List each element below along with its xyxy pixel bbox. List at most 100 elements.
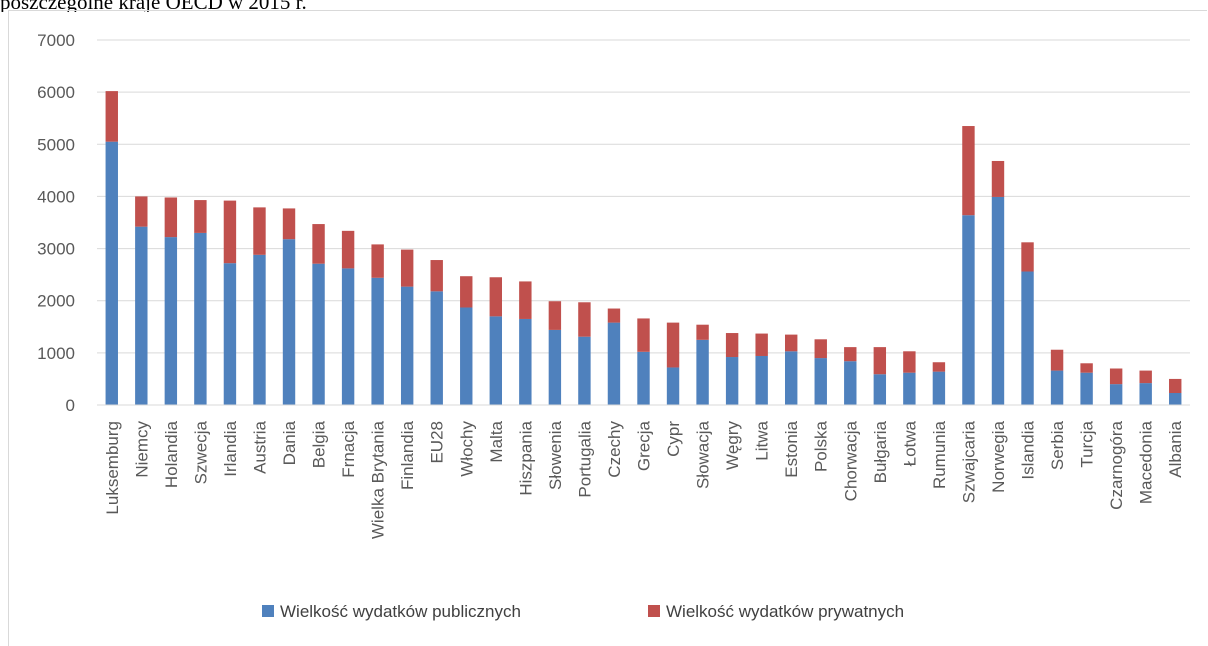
x-tick-label: Szwecja (191, 420, 210, 484)
bar-public-21 (725, 357, 739, 405)
x-tick-label: Bułgaria (871, 420, 890, 483)
bar-public-14 (519, 318, 532, 405)
bar-public-20 (696, 339, 709, 405)
legend-swatch-public (262, 605, 274, 617)
bar-private-35 (1139, 370, 1152, 384)
x-tick-label: Cypr (664, 421, 683, 457)
bar-private-21 (725, 333, 739, 358)
bar-private-20 (696, 324, 709, 340)
bar-private-5 (253, 207, 266, 255)
bar-public-33 (1080, 372, 1093, 405)
bar-private-26 (873, 347, 887, 375)
bar-private-16 (578, 302, 591, 337)
x-tick-label: Estonia (782, 420, 801, 477)
y-tick-label: 0 (66, 396, 75, 415)
bar-public-34 (1109, 384, 1123, 405)
x-tick-label: Austria (250, 420, 269, 473)
x-tick-label: Islandia (1019, 420, 1038, 479)
bar-private-31 (1021, 242, 1034, 272)
bar-public-28 (932, 371, 946, 405)
bar-private-7 (312, 224, 325, 264)
x-tick-label: Serbia (1048, 420, 1067, 470)
y-tick-label: 1000 (37, 344, 75, 363)
y-tick-label: 2000 (37, 292, 75, 311)
x-tick-label: Łotwa (900, 420, 919, 466)
bar-public-4 (223, 263, 237, 405)
x-tick-label: Słowenia (546, 420, 565, 490)
x-tick-label: Dania (280, 420, 299, 465)
x-tick-label: Niemcy (132, 421, 151, 478)
bar-private-25 (844, 347, 857, 362)
bar-private-1 (135, 196, 148, 227)
x-tick-label: Czechy (605, 421, 624, 478)
y-tick-label: 5000 (37, 135, 75, 154)
y-tick-label: 6000 (37, 83, 75, 102)
x-tick-label: Włochy (457, 421, 476, 477)
x-tick-label: Węgry (723, 421, 742, 471)
bar-private-4 (223, 200, 237, 264)
bar-public-36 (1169, 393, 1182, 405)
bar-public-8 (341, 268, 355, 405)
bar-public-2 (164, 237, 178, 405)
document-caption-fragment: poszczególne kraje OECD w 2015 r. (0, 0, 307, 12)
bar-private-0 (105, 91, 118, 142)
legend-label-public: Wielkość wydatków publicznych (280, 602, 521, 621)
bar-private-3 (194, 200, 207, 233)
bar-public-16 (578, 336, 591, 405)
x-tick-label: Malta (487, 420, 506, 462)
bar-private-28 (932, 362, 946, 372)
x-tick-label: Litwa (753, 420, 772, 460)
bar-private-13 (489, 277, 503, 317)
bar-private-18 (637, 318, 650, 352)
bar-private-11 (430, 260, 443, 292)
bar-public-12 (460, 307, 473, 405)
legend-swatch-private (648, 605, 660, 617)
bar-private-22 (755, 333, 768, 356)
bar-public-26 (873, 374, 887, 405)
bar-public-3 (194, 232, 207, 405)
bar-private-33 (1080, 363, 1093, 373)
x-tick-label: Irlandia (221, 420, 240, 476)
x-tick-label: Macedonia (1137, 420, 1156, 504)
bar-public-31 (1021, 271, 1034, 405)
x-tick-label: Finlandia (398, 420, 417, 490)
x-tick-label: Szwajcaria (959, 420, 978, 503)
x-tick-label: Albania (1166, 420, 1185, 477)
x-tick-label: Chorwacja (841, 420, 860, 501)
bar-private-29 (962, 126, 975, 216)
x-tick-label: EU28 (428, 421, 447, 464)
bar-private-34 (1109, 368, 1123, 385)
bar-public-18 (637, 351, 650, 405)
x-tick-label: Polska (812, 420, 831, 472)
bar-private-6 (282, 208, 296, 240)
x-tick-label: Frnacja (339, 420, 358, 477)
bar-public-15 (548, 329, 562, 405)
bar-private-17 (607, 308, 621, 323)
bar-private-10 (400, 249, 414, 287)
bar-public-35 (1139, 383, 1152, 405)
bar-private-14 (519, 281, 532, 319)
bar-public-30 (991, 196, 1005, 405)
bar-public-17 (607, 322, 621, 405)
bar-private-12 (460, 276, 473, 308)
bar-public-10 (400, 286, 414, 405)
y-axis-tick-labels: 0 1000 2000 3000 4000 5000 6000 7000 (37, 31, 75, 415)
bar-public-24 (814, 358, 827, 405)
bar-private-27 (903, 351, 916, 373)
bar-public-13 (489, 316, 503, 405)
legend: Wielkość wydatków publicznych Wielkość w… (262, 602, 904, 621)
bar-public-7 (312, 263, 325, 405)
bar-public-9 (371, 277, 384, 405)
bar-private-8 (341, 230, 355, 269)
bar-public-29 (962, 215, 975, 405)
bar-private-2 (164, 197, 178, 238)
x-tick-label: Luksemburg (103, 421, 122, 515)
bar-private-19 (666, 322, 680, 368)
y-tick-label: 7000 (37, 31, 75, 50)
bar-public-11 (430, 291, 443, 405)
x-tick-label: Norwegia (989, 420, 1008, 492)
x-tick-label: Belgia (310, 420, 329, 468)
bar-public-5 (253, 254, 266, 405)
bar-public-1 (135, 226, 148, 405)
